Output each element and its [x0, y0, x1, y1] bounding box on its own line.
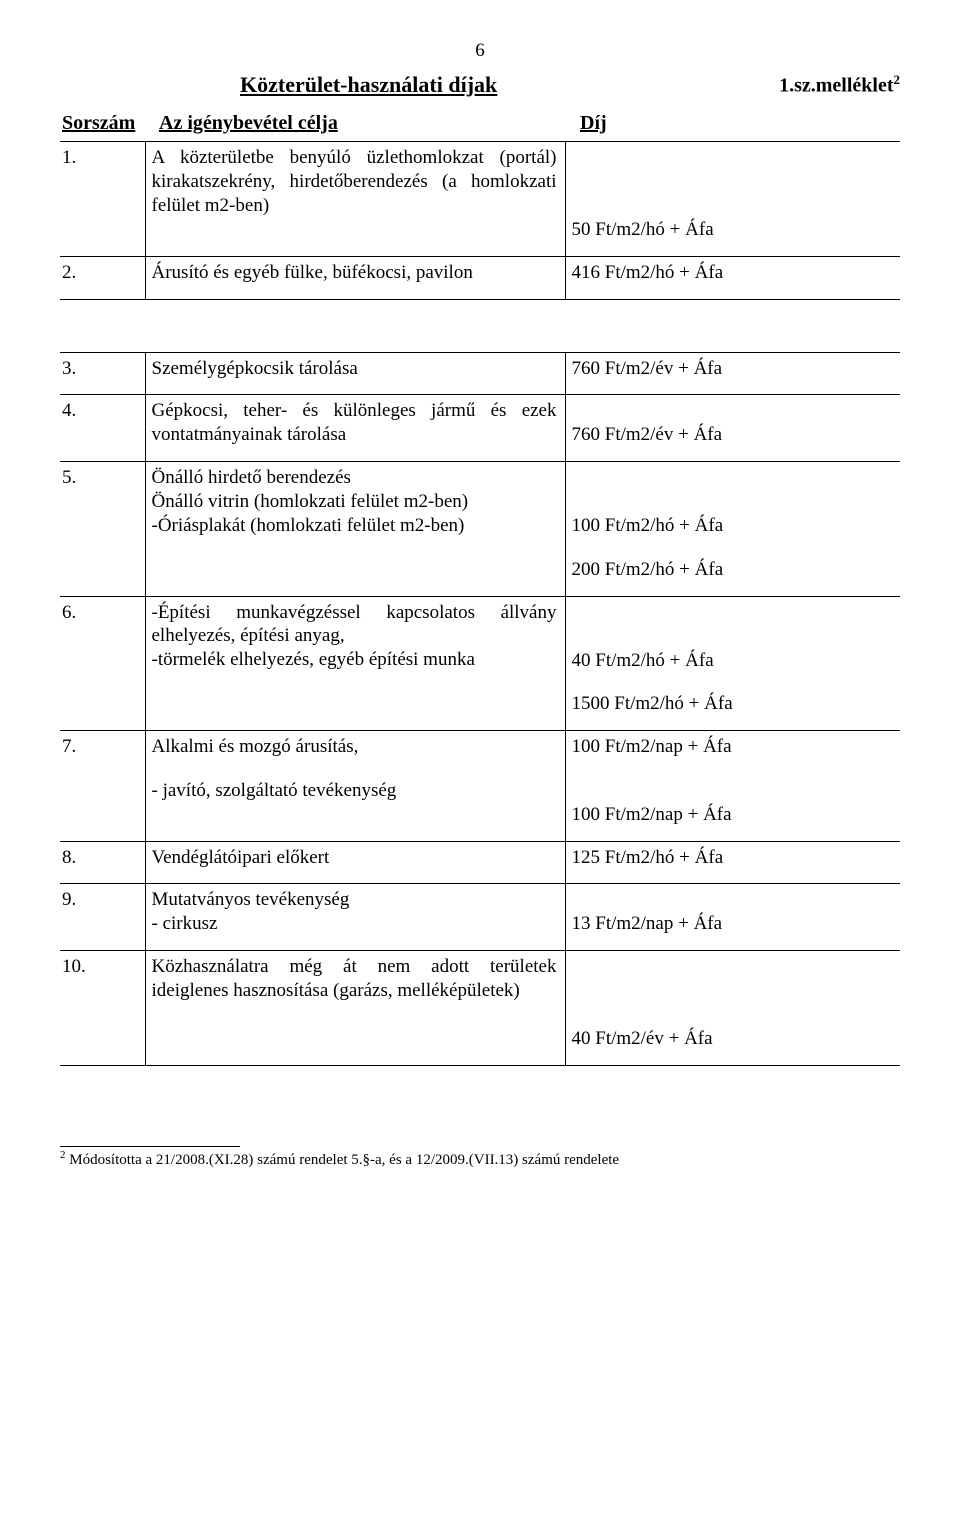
header-col-celja: Az igénybevétel célja [153, 108, 574, 139]
cell-fee: 13 Ft/m2/nap + Áfa [565, 884, 900, 951]
table-row: 1. A közterületbe benyúló üzlethomlokzat… [60, 142, 900, 257]
cell-num: 7. [60, 731, 145, 842]
table-row: 5. Önálló hirdető berendezés Önálló vitr… [60, 462, 900, 597]
table-row: 4. Gépkocsi, teher- és különleges jármű … [60, 395, 900, 462]
cell-num: 2. [60, 256, 145, 299]
footnote: 2 Módosította a 21/2008.(XI.28) számú re… [60, 1149, 900, 1169]
footnote-separator [60, 1146, 240, 1147]
header-col-sorszam: Sorszám [60, 108, 153, 139]
fee-text: 760 Ft/m2/év + Áfa [572, 423, 893, 447]
cell-num: 5. [60, 462, 145, 597]
cell-num: 3. [60, 352, 145, 395]
annex-sup: 2 [894, 72, 901, 87]
fee-text: 40 Ft/m2/év + Áfa [572, 1027, 893, 1051]
cell-desc: Alkalmi és mozgó árusítás, - javító, szo… [145, 731, 565, 842]
cell-fee: 416 Ft/m2/hó + Áfa [565, 256, 900, 299]
cell-num: 10. [60, 951, 145, 1066]
cell-desc: -Építési munkavégzéssel kapcsolatos állv… [145, 596, 565, 731]
desc-line: -Óriásplakát (homlokzati felület m2-ben) [152, 514, 557, 538]
fee-text: 100 Ft/m2/hó + Áfa [572, 514, 893, 538]
fee-text: 50 Ft/m2/hó + Áfa [572, 218, 893, 242]
fee-table: 1. A közterületbe benyúló üzlethomlokzat… [60, 141, 900, 1066]
cell-fee: 760 Ft/m2/év + Áfa [565, 352, 900, 395]
cell-num: 6. [60, 596, 145, 731]
page-number: 6 [60, 40, 900, 62]
fee-text: 760 Ft/m2/év + Áfa [572, 357, 893, 381]
cell-num: 1. [60, 142, 145, 257]
fee-text: 1500 Ft/m2/hó + Áfa [572, 692, 893, 716]
cell-num: 8. [60, 841, 145, 884]
cell-desc: Önálló hirdető berendezés Önálló vitrin … [145, 462, 565, 597]
fee-text: 125 Ft/m2/hó + Áfa [572, 846, 893, 870]
table-row: 8. Vendéglátóipari előkert 125 Ft/m2/hó … [60, 841, 900, 884]
desc-line: - javító, szolgáltató tevékenység [152, 779, 557, 803]
table-row: 9. Mutatványos tevékenység - cirkusz 13 … [60, 884, 900, 951]
table-row: 2. Árusító és egyéb fülke, büfékocsi, pa… [60, 256, 900, 299]
cell-fee: 760 Ft/m2/év + Áfa [565, 395, 900, 462]
desc-text: Vendéglátóipari előkert [152, 846, 557, 870]
desc-text: Árusító és egyéb fülke, büfékocsi, pavil… [152, 261, 557, 285]
fee-text: 100 Ft/m2/nap + Áfa [572, 803, 893, 827]
annex-text: 1.sz.melléklet [779, 75, 893, 97]
title-row: Közterület-használati díjak 1.sz.mellékl… [60, 72, 900, 98]
cell-desc: Árusító és egyéb fülke, büfékocsi, pavil… [145, 256, 565, 299]
fee-text: 416 Ft/m2/hó + Áfa [572, 261, 893, 285]
cell-desc: A közterületbe benyúló üzlethomlokzat (p… [145, 142, 565, 257]
table-row: 7. Alkalmi és mozgó árusítás, - javító, … [60, 731, 900, 842]
fee-text: 100 Ft/m2/nap + Áfa [572, 735, 893, 759]
fee-text: 13 Ft/m2/nap + Áfa [572, 912, 893, 936]
annex-label: 1.sz.melléklet2 [779, 72, 900, 98]
table-row: 6. -Építési munkavégzéssel kapcsolatos á… [60, 596, 900, 731]
table-row: 10. Közhasználatra még át nem adott terü… [60, 951, 900, 1066]
desc-line: Mutatványos tevékenység [152, 888, 557, 912]
cell-fee: 40 Ft/m2/hó + Áfa 1500 Ft/m2/hó + Áfa [565, 596, 900, 731]
cell-desc: Gépkocsi, teher- és különleges jármű és … [145, 395, 565, 462]
table-row: 3. Személygépkocsik tárolása 760 Ft/m2/é… [60, 352, 900, 395]
cell-fee: 40 Ft/m2/év + Áfa [565, 951, 900, 1066]
cell-desc: Közhasználatra még át nem adott területe… [145, 951, 565, 1066]
document-title: Közterület-használati díjak [240, 72, 497, 98]
desc-line: -Építési munkavégzéssel kapcsolatos állv… [152, 601, 557, 649]
cell-fee: 100 Ft/m2/hó + Áfa 200 Ft/m2/hó + Áfa [565, 462, 900, 597]
desc-text: A közterületbe benyúló üzlethomlokzat (p… [152, 146, 557, 217]
desc-line: Önálló hirdető berendezés [152, 466, 557, 490]
cell-desc: Vendéglátóipari előkert [145, 841, 565, 884]
desc-text: Közhasználatra még át nem adott területe… [152, 955, 557, 1003]
desc-line: - cirkusz [152, 912, 557, 936]
spacer-cell [145, 299, 565, 352]
desc-line: Önálló vitrin (homlokzati felület m2-ben… [152, 490, 557, 514]
spacer-row [60, 299, 900, 352]
cell-fee: 50 Ft/m2/hó + Áfa [565, 142, 900, 257]
cell-num: 9. [60, 884, 145, 951]
desc-text: Gépkocsi, teher- és különleges jármű és … [152, 399, 557, 447]
table-header: Sorszám Az igénybevétel célja Díj [60, 108, 900, 139]
spacer-cell [60, 299, 145, 352]
footnote-text: Módosította a 21/2008.(XI.28) számú rend… [66, 1152, 620, 1168]
spacer-cell [565, 299, 900, 352]
cell-fee: 100 Ft/m2/nap + Áfa 100 Ft/m2/nap + Áfa [565, 731, 900, 842]
cell-desc: Mutatványos tevékenység - cirkusz [145, 884, 565, 951]
fee-text: 40 Ft/m2/hó + Áfa [572, 649, 893, 673]
header-col-dij: Díj [574, 108, 836, 139]
cell-desc: Személygépkocsik tárolása [145, 352, 565, 395]
desc-line: Alkalmi és mozgó árusítás, [152, 735, 557, 759]
fee-text: 200 Ft/m2/hó + Áfa [572, 558, 893, 582]
cell-num: 4. [60, 395, 145, 462]
cell-fee: 125 Ft/m2/hó + Áfa [565, 841, 900, 884]
desc-text: Személygépkocsik tárolása [152, 357, 557, 381]
desc-line: -törmelék elhelyezés, egyéb építési munk… [152, 648, 557, 672]
